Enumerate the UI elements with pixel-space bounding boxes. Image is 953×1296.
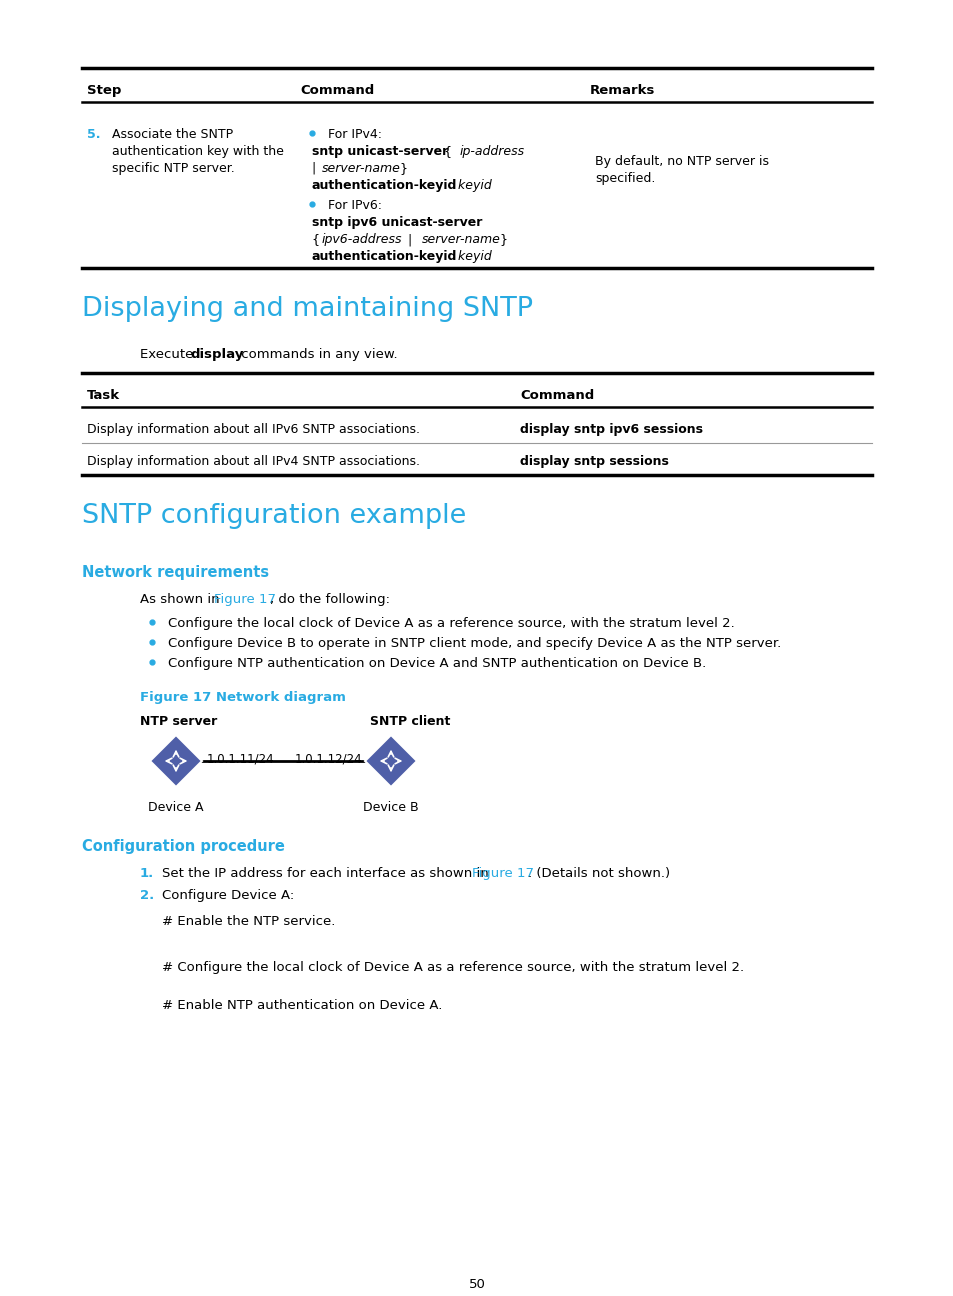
Text: keyid: keyid: [454, 250, 491, 263]
Text: ip-address: ip-address: [459, 145, 524, 158]
Text: Configure Device B to operate in SNTP client mode, and specify Device A as the N: Configure Device B to operate in SNTP cl…: [168, 638, 781, 651]
Text: Network requirements: Network requirements: [82, 565, 269, 581]
Text: Task: Task: [87, 389, 120, 402]
Text: Figure 17: Figure 17: [213, 594, 275, 607]
Text: authentication-keyid: authentication-keyid: [312, 250, 456, 263]
Text: {: {: [312, 233, 324, 246]
Text: display: display: [190, 349, 243, 362]
Text: SNTP configuration example: SNTP configuration example: [82, 503, 466, 529]
Text: }: }: [496, 233, 507, 246]
Text: specified.: specified.: [595, 172, 655, 185]
Text: SNTP client: SNTP client: [370, 715, 450, 728]
Text: server-name: server-name: [421, 233, 500, 246]
Text: Remarks: Remarks: [589, 84, 655, 97]
Text: authentication key with the: authentication key with the: [112, 145, 284, 158]
Text: Set the IP address for each interface as shown in: Set the IP address for each interface as…: [162, 867, 493, 880]
Text: keyid: keyid: [454, 179, 491, 192]
Text: Display information about all IPv6 SNTP associations.: Display information about all IPv6 SNTP …: [87, 422, 419, 435]
Text: server-name: server-name: [322, 162, 400, 175]
Text: Configure NTP authentication on Device A and SNTP authentication on Device B.: Configure NTP authentication on Device A…: [168, 657, 705, 670]
Text: 1.0.1.12/24: 1.0.1.12/24: [294, 753, 362, 766]
Text: Step: Step: [87, 84, 121, 97]
Text: For IPv6:: For IPv6:: [328, 200, 381, 213]
Text: , do the following:: , do the following:: [270, 594, 390, 607]
Text: SWITCH: SWITCH: [166, 789, 186, 794]
Text: As shown in: As shown in: [140, 594, 224, 607]
Text: commands in any view.: commands in any view.: [236, 349, 397, 362]
Text: Displaying and maintaining SNTP: Displaying and maintaining SNTP: [82, 295, 533, 321]
Text: 50: 50: [468, 1278, 485, 1291]
Text: 5.: 5.: [87, 128, 100, 141]
Text: Figure 17 Network diagram: Figure 17 Network diagram: [140, 691, 346, 704]
Text: display sntp ipv6 sessions: display sntp ipv6 sessions: [519, 422, 702, 435]
Text: By default, no NTP server is: By default, no NTP server is: [595, 156, 768, 168]
Text: SWITCH: SWITCH: [381, 789, 400, 794]
Text: }: }: [395, 162, 408, 175]
Text: Device A: Device A: [148, 801, 204, 814]
Text: Configure Device A:: Configure Device A:: [162, 889, 294, 902]
Text: # Enable the NTP service.: # Enable the NTP service.: [162, 915, 335, 928]
Text: Command: Command: [299, 84, 374, 97]
Text: 2.: 2.: [140, 889, 154, 902]
Text: display sntp sessions: display sntp sessions: [519, 455, 668, 468]
Polygon shape: [365, 735, 416, 787]
Text: . (Details not shown.): . (Details not shown.): [527, 867, 669, 880]
Text: authentication-keyid: authentication-keyid: [312, 179, 456, 192]
Text: Associate the SNTP: Associate the SNTP: [112, 128, 233, 141]
Text: |: |: [312, 162, 320, 175]
Text: specific NTP server.: specific NTP server.: [112, 162, 234, 175]
Text: 1.: 1.: [140, 867, 154, 880]
Text: 1.0.1.11/24: 1.0.1.11/24: [207, 753, 274, 766]
Text: Device B: Device B: [363, 801, 418, 814]
Text: sntp ipv6 unicast-server: sntp ipv6 unicast-server: [312, 216, 482, 229]
Polygon shape: [150, 735, 202, 787]
Text: |: |: [403, 233, 416, 246]
Text: sntp unicast-server: sntp unicast-server: [312, 145, 448, 158]
Text: Command: Command: [519, 389, 594, 402]
Text: Execute: Execute: [140, 349, 197, 362]
Text: Configuration procedure: Configuration procedure: [82, 839, 285, 854]
Text: ipv6-address: ipv6-address: [322, 233, 402, 246]
Text: Configure the local clock of Device A as a reference source, with the stratum le: Configure the local clock of Device A as…: [168, 617, 734, 630]
Text: # Configure the local clock of Device A as a reference source, with the stratum : # Configure the local clock of Device A …: [162, 962, 743, 975]
Text: # Enable NTP authentication on Device A.: # Enable NTP authentication on Device A.: [162, 999, 442, 1012]
Text: Display information about all IPv4 SNTP associations.: Display information about all IPv4 SNTP …: [87, 455, 419, 468]
Text: For IPv4:: For IPv4:: [328, 128, 381, 141]
Text: Figure 17: Figure 17: [472, 867, 534, 880]
Text: NTP server: NTP server: [140, 715, 217, 728]
Text: {: {: [439, 145, 456, 158]
